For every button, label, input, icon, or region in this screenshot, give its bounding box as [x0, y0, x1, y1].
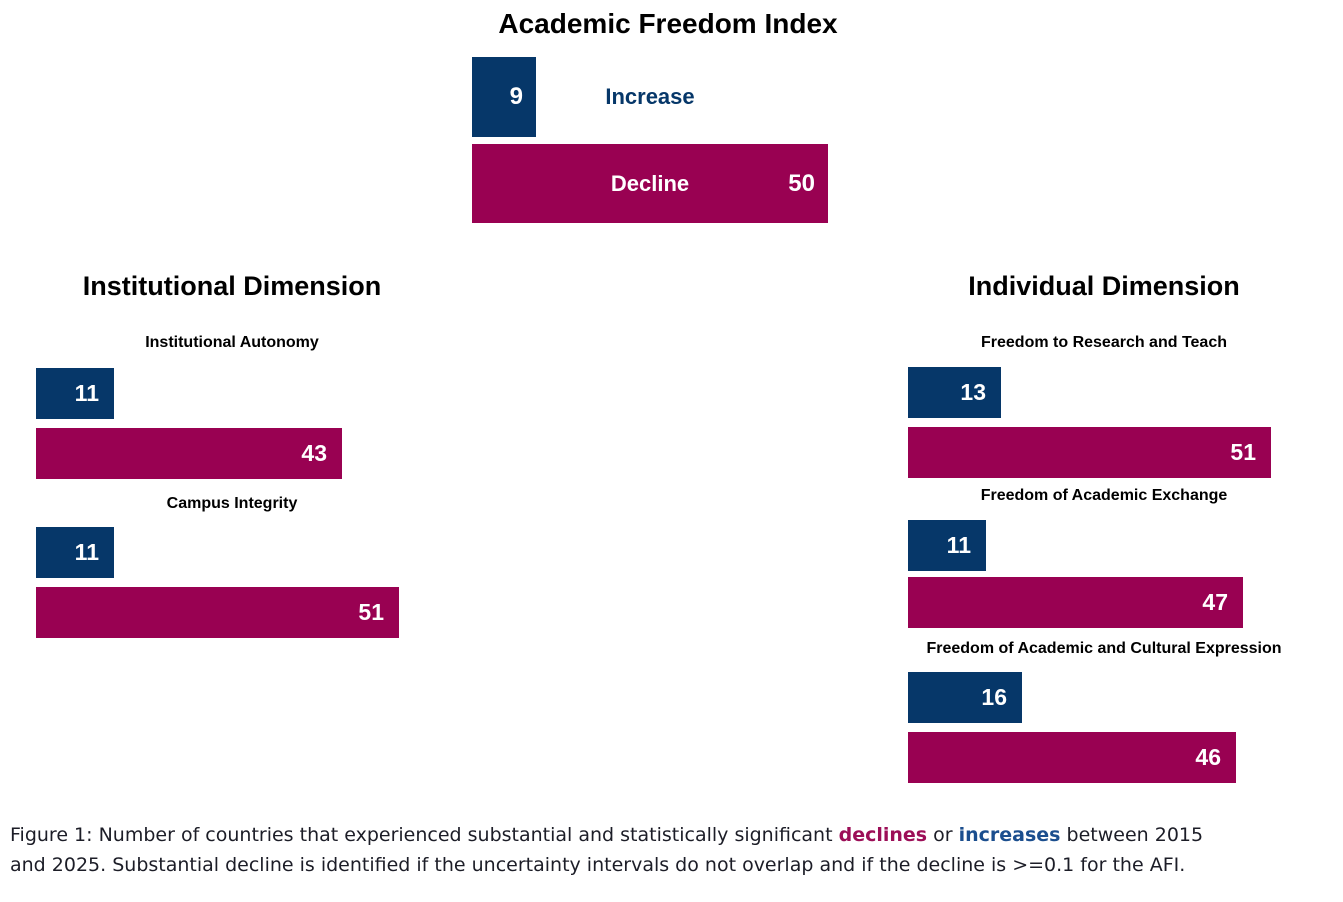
bar-value: 11	[74, 539, 99, 565]
bar-academic-exchange-increase: 11	[908, 520, 986, 571]
chart-individual-dimension: Individual Dimension Freedom to Research…	[908, 270, 1300, 785]
caption-text-pre: Figure 1: Number of countries that exper…	[10, 824, 839, 846]
bar-value: 11	[74, 380, 99, 406]
bar-campus-integrity-increase: 11	[36, 527, 114, 578]
group-label-campus-integrity: Campus Integrity	[166, 495, 298, 512]
series-label-decline: Decline	[610, 171, 690, 196]
chart-title-academic-freedom-index: Academic Freedom Index	[498, 8, 838, 39]
caption-declines-word: declines	[838, 824, 928, 846]
bar-value: 46	[1195, 744, 1221, 770]
bar-value-afi-increase: 9	[509, 83, 523, 110]
chart-title-institutional-dimension: Institutional Dimension	[82, 271, 382, 301]
bar-value: 51	[358, 599, 384, 625]
bar-institutional-autonomy-increase: 11	[36, 368, 114, 419]
bar-value: 13	[960, 379, 986, 405]
bar-value: 11	[946, 532, 971, 558]
bar-freedom-research-teach-increase: 13	[908, 367, 1001, 418]
bar-value: 43	[301, 440, 327, 466]
bar-value: 16	[981, 684, 1007, 710]
group-label-freedom-of-academic-exchange: Freedom of Academic Exchange	[980, 487, 1228, 504]
group-label-institutional-autonomy: Institutional Autonomy	[145, 334, 319, 351]
bar-academic-exchange-decline: 47	[908, 577, 1243, 628]
figure-caption: Figure 1: Number of countries that exper…	[10, 820, 1340, 880]
bar-afi-decline: Decline 50	[472, 144, 828, 223]
group-label-freedom-of-academic-and-cultural-expression: Freedom of Academic and Cultural Express…	[926, 640, 1282, 657]
bar-value-afi-decline: 50	[788, 170, 815, 197]
bar-cultural-expression-increase: 16	[908, 672, 1022, 723]
chart-institutional-dimension: Institutional Dimension Institutional Au…	[36, 270, 428, 640]
bar-value: 51	[1230, 439, 1256, 465]
series-label-increase: Increase	[605, 84, 695, 109]
bar-cultural-expression-decline: 46	[908, 732, 1236, 783]
group-label-freedom-to-research-and-teach: Freedom to Research and Teach	[981, 334, 1227, 351]
bar-afi-increase: 9	[472, 57, 536, 137]
caption-line-2: and 2025. Substantial decline is identif…	[10, 854, 1186, 876]
caption-text-post: between 2015	[1060, 824, 1204, 846]
bar-campus-integrity-decline: 51	[36, 587, 399, 638]
bar-freedom-research-teach-decline: 51	[908, 427, 1271, 478]
caption-text-mid: or	[927, 824, 959, 846]
bar-institutional-autonomy-decline: 43	[36, 428, 342, 479]
caption-line-1: Figure 1: Number of countries that exper…	[10, 820, 1340, 850]
chart-academic-freedom-index: Academic Freedom Index 9 Increase Declin…	[472, 8, 864, 238]
bar-value: 47	[1202, 589, 1228, 615]
caption-increases-word: increases	[958, 824, 1061, 846]
chart-title-individual-dimension: Individual Dimension	[968, 271, 1240, 301]
